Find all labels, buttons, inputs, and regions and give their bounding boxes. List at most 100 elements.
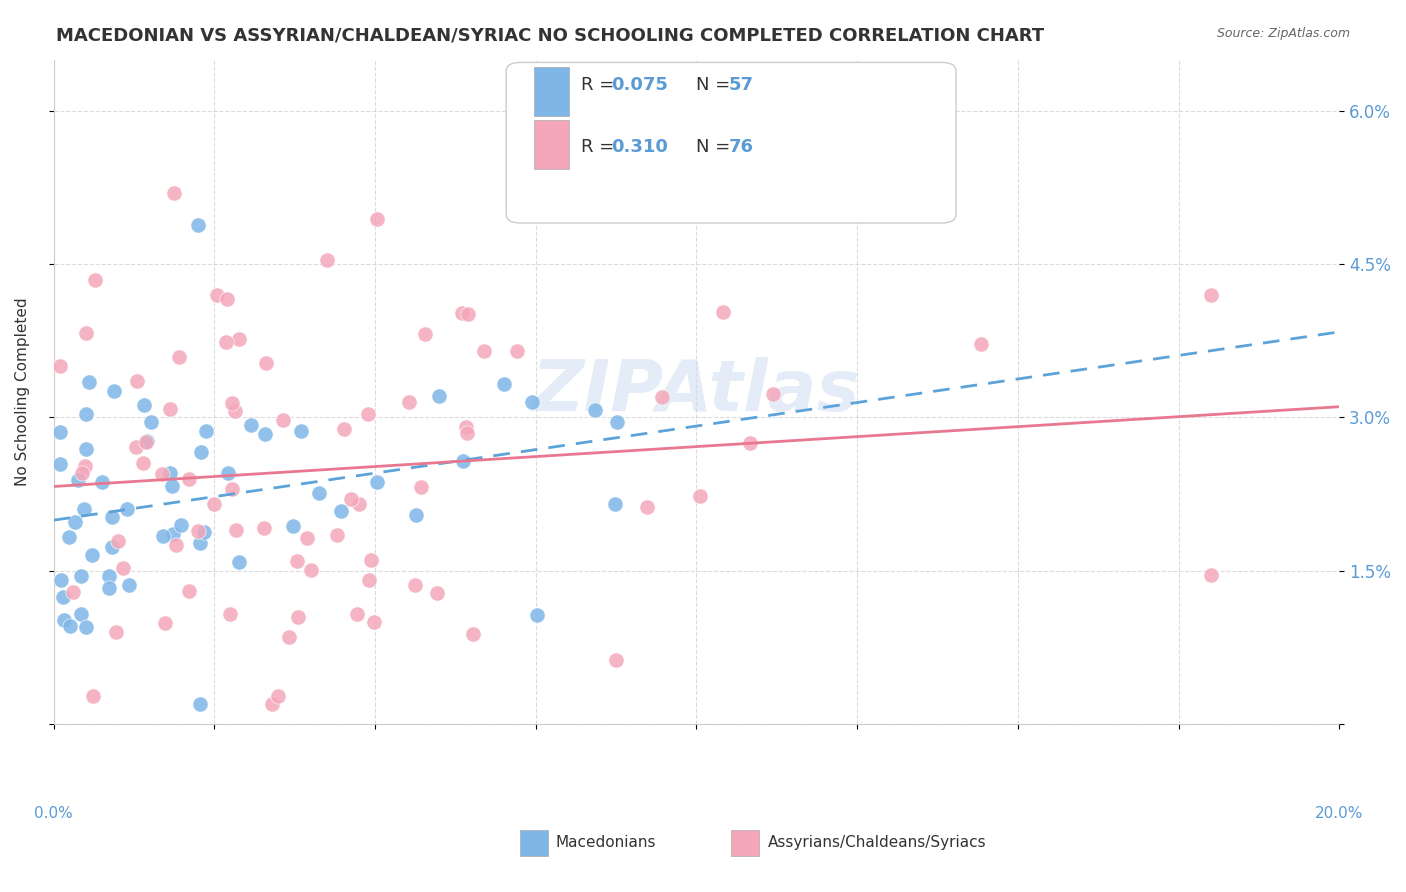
- Point: [62, 585, 84, 599]
- Point: [457, 307, 479, 321]
- Point: [228, 332, 250, 346]
- Point: [150, 467, 173, 482]
- Point: [101, 510, 124, 524]
- Point: [636, 500, 658, 514]
- Point: [472, 344, 495, 359]
- Point: [73, 458, 96, 473]
- Point: [308, 486, 330, 500]
- Point: [84, 273, 107, 287]
- Point: [135, 434, 157, 448]
- Point: [221, 396, 243, 410]
- Point: [159, 466, 181, 480]
- Point: [79, 375, 101, 389]
- Point: [240, 418, 263, 433]
- Point: [111, 561, 134, 575]
- Text: N =: N =: [696, 76, 735, 94]
- Point: [75, 442, 97, 456]
- Point: [526, 608, 548, 623]
- Point: [262, 697, 284, 711]
- Point: [453, 454, 475, 468]
- Point: [118, 577, 141, 591]
- Point: [53, 614, 76, 628]
- Point: [194, 424, 217, 438]
- Point: [59, 619, 82, 633]
- Point: [366, 475, 388, 489]
- Point: [52, 590, 75, 604]
- Point: [363, 615, 385, 629]
- Point: [190, 445, 212, 459]
- Point: [506, 344, 529, 359]
- Point: [254, 355, 277, 369]
- Point: [405, 508, 427, 522]
- Point: [287, 610, 309, 624]
- Point: [51, 573, 73, 587]
- Point: [125, 440, 148, 454]
- Point: [339, 491, 361, 506]
- Point: [58, 530, 80, 544]
- Point: [451, 306, 474, 320]
- Point: [346, 607, 368, 621]
- Point: [167, 351, 190, 365]
- Point: [285, 554, 308, 568]
- Point: [254, 426, 277, 441]
- Point: [193, 524, 215, 539]
- Text: ZIPAtlas: ZIPAtlas: [533, 358, 860, 426]
- Point: [135, 434, 157, 449]
- Point: [1199, 287, 1222, 301]
- Point: [605, 653, 627, 667]
- Point: [73, 502, 96, 516]
- Point: [75, 407, 97, 421]
- Point: [132, 456, 155, 470]
- Text: R =: R =: [581, 138, 620, 156]
- Point: [360, 552, 382, 566]
- Text: MACEDONIAN VS ASSYRIAN/CHALDEAN/SYRIAC NO SCHOOLING COMPLETED CORRELATION CHART: MACEDONIAN VS ASSYRIAN/CHALDEAN/SYRIAC N…: [56, 27, 1045, 45]
- Point: [70, 466, 93, 480]
- Point: [429, 389, 451, 403]
- Text: 0.0%: 0.0%: [34, 805, 73, 821]
- Point: [188, 697, 211, 711]
- Point: [224, 403, 246, 417]
- Point: [98, 581, 121, 595]
- Point: [63, 515, 86, 529]
- Point: [606, 415, 628, 429]
- Point: [347, 497, 370, 511]
- Point: [295, 532, 318, 546]
- Point: [219, 607, 242, 622]
- Point: [75, 620, 97, 634]
- Point: [266, 689, 288, 703]
- Text: 57: 57: [728, 76, 754, 94]
- Point: [332, 422, 354, 436]
- Text: 76: 76: [728, 138, 754, 156]
- Point: [326, 528, 349, 542]
- Point: [762, 387, 785, 401]
- Point: [49, 425, 72, 439]
- Point: [454, 420, 477, 434]
- Text: 0.075: 0.075: [612, 76, 668, 94]
- Point: [651, 390, 673, 404]
- Point: [366, 212, 388, 227]
- Point: [70, 569, 93, 583]
- Point: [225, 523, 247, 537]
- Point: [188, 536, 211, 550]
- Text: 20.0%: 20.0%: [1315, 805, 1364, 821]
- Text: Assyrians/Chaldeans/Syriacs: Assyrians/Chaldeans/Syriacs: [768, 836, 986, 850]
- Point: [177, 583, 200, 598]
- Point: [228, 555, 250, 569]
- Point: [49, 457, 72, 471]
- Point: [104, 624, 127, 639]
- Text: Macedonians: Macedonians: [555, 836, 655, 850]
- Point: [163, 186, 186, 200]
- Point: [215, 335, 238, 350]
- Point: [155, 616, 177, 631]
- Point: [315, 253, 337, 268]
- Point: [49, 359, 72, 374]
- Text: R =: R =: [581, 76, 620, 94]
- Point: [221, 482, 243, 496]
- Point: [329, 504, 352, 518]
- Point: [202, 497, 225, 511]
- Y-axis label: No Schooling Completed: No Schooling Completed: [15, 297, 30, 486]
- Point: [187, 524, 209, 538]
- Point: [217, 466, 239, 480]
- Point: [290, 424, 312, 438]
- Point: [187, 218, 209, 232]
